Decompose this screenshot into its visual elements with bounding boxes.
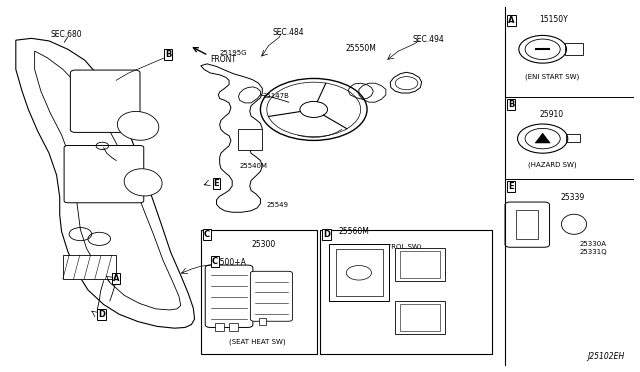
Text: C: C — [204, 230, 210, 239]
Text: B: B — [508, 100, 515, 109]
Polygon shape — [535, 133, 550, 143]
Bar — [564, 43, 584, 55]
Text: 24950M: 24950M — [411, 263, 439, 269]
FancyBboxPatch shape — [250, 271, 292, 321]
Bar — [259, 318, 266, 324]
Text: 25339: 25339 — [560, 193, 584, 202]
Text: C: C — [212, 257, 218, 266]
Text: FRONT: FRONT — [211, 55, 236, 64]
Text: D: D — [98, 310, 105, 319]
Text: 25330A: 25330A — [579, 241, 606, 247]
Text: (SEAT HEAT SW): (SEAT HEAT SW) — [229, 339, 285, 345]
Text: 15150Y: 15150Y — [540, 15, 568, 23]
Bar — [330, 244, 389, 301]
Text: 25560M: 25560M — [339, 227, 370, 236]
Text: 25331Q: 25331Q — [579, 249, 607, 255]
Text: D: D — [323, 230, 330, 239]
FancyBboxPatch shape — [64, 145, 144, 203]
Text: E: E — [509, 182, 514, 190]
Text: 25145P: 25145P — [411, 309, 437, 315]
Text: 25910: 25910 — [540, 110, 564, 119]
FancyBboxPatch shape — [70, 70, 140, 132]
Bar — [516, 210, 538, 239]
Text: 25550M: 25550M — [345, 44, 376, 53]
Text: A: A — [508, 16, 515, 25]
Bar — [396, 301, 445, 334]
Text: (4WD SW): (4WD SW) — [411, 270, 447, 276]
FancyBboxPatch shape — [505, 202, 550, 247]
Text: (ENI START SW): (ENI START SW) — [525, 73, 579, 80]
Text: 25300: 25300 — [252, 240, 276, 249]
Text: 25100: 25100 — [240, 136, 262, 142]
Text: (HAZARD SW): (HAZARD SW) — [528, 161, 577, 168]
Text: 25147B: 25147B — [262, 93, 289, 99]
Bar — [320, 230, 493, 354]
Bar — [201, 230, 317, 354]
Text: 25540M: 25540M — [240, 163, 268, 169]
Bar — [400, 251, 440, 278]
Bar — [336, 250, 383, 296]
Text: (VDC SW): (VDC SW) — [411, 315, 445, 321]
Bar — [63, 255, 116, 279]
Bar — [396, 248, 445, 281]
Bar — [214, 323, 224, 331]
Bar — [566, 134, 580, 142]
Text: SEC.494: SEC.494 — [413, 35, 445, 44]
Text: J25102EH: J25102EH — [587, 352, 624, 361]
Bar — [229, 323, 239, 331]
Ellipse shape — [124, 169, 162, 196]
Text: SEC.680: SEC.680 — [51, 30, 82, 39]
Bar — [400, 304, 440, 331]
Text: (MIRROR CONTROL SW): (MIRROR CONTROL SW) — [339, 244, 421, 250]
Text: 25500+A: 25500+A — [211, 258, 246, 267]
Text: E: E — [214, 179, 220, 187]
Bar — [239, 129, 262, 150]
Text: 25195G: 25195G — [220, 50, 247, 56]
FancyBboxPatch shape — [205, 265, 253, 327]
Ellipse shape — [561, 214, 587, 234]
Text: A: A — [113, 275, 120, 283]
Ellipse shape — [117, 112, 159, 140]
Text: 25549: 25549 — [267, 202, 289, 208]
Text: SEC.484: SEC.484 — [273, 28, 305, 37]
Text: B: B — [165, 49, 172, 58]
